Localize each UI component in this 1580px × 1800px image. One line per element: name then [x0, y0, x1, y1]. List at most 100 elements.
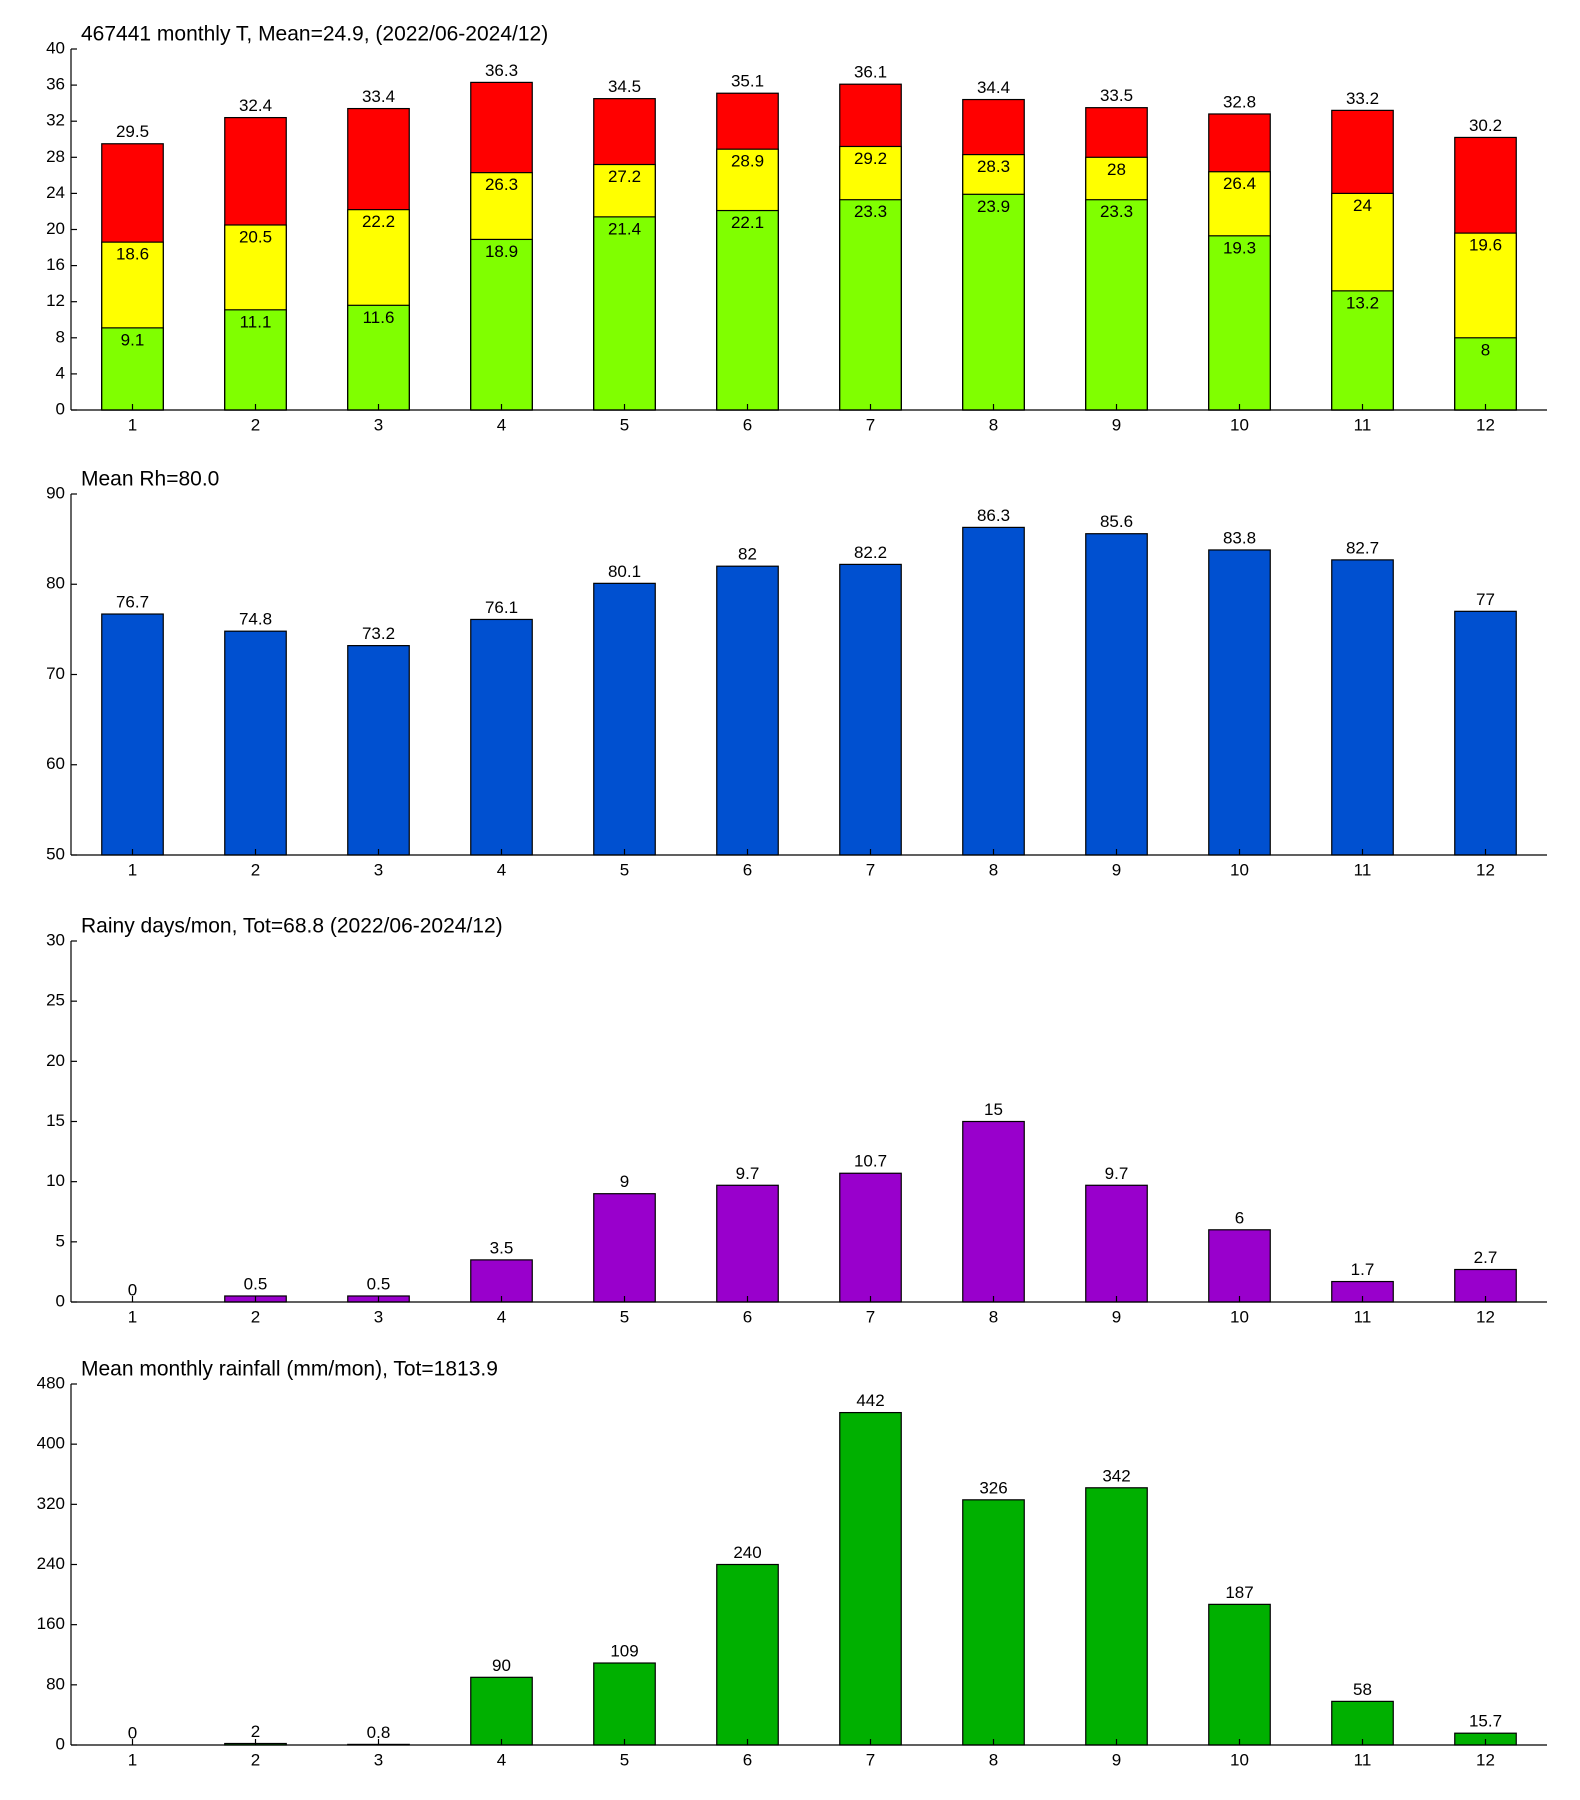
value-label: 28 — [1107, 160, 1126, 179]
bar — [224, 309, 287, 411]
x-tick-label: 2 — [251, 1750, 260, 1769]
y-tick-label: 20 — [46, 219, 65, 238]
bar — [224, 630, 287, 856]
value-label: 22.2 — [362, 212, 395, 231]
value-label: 9 — [620, 1172, 629, 1191]
y-tick-label: 0 — [56, 1734, 65, 1753]
chart-title: 467441 monthly T, Mean=24.9, (2022/06-20… — [81, 23, 548, 46]
value-label: 19.6 — [1469, 236, 1502, 255]
value-label: 82 — [738, 545, 757, 564]
x-tick-label: 8 — [989, 1307, 998, 1326]
y-tick-label: 160 — [37, 1614, 65, 1633]
value-label: 58 — [1353, 1680, 1372, 1699]
y-tick-label: 320 — [37, 1494, 65, 1513]
x-tick-label: 12 — [1476, 415, 1495, 434]
bar — [593, 216, 656, 411]
value-label: 76.1 — [485, 598, 518, 617]
value-label: 74.8 — [239, 610, 272, 629]
value-label: 83.8 — [1223, 528, 1256, 547]
x-tick-label: 3 — [374, 860, 383, 879]
bar — [1085, 199, 1148, 411]
value-label: 36.1 — [854, 63, 887, 82]
y-tick-label: 50 — [46, 844, 65, 863]
value-label: 23.9 — [977, 197, 1010, 216]
value-label: 13.2 — [1346, 293, 1379, 312]
chart-title: Rainy days/mon, Tot=68.8 (2022/06-2024/1… — [81, 915, 503, 938]
x-tick-label: 10 — [1230, 1307, 1249, 1326]
value-label: 33.4 — [362, 87, 395, 106]
value-label: 86.3 — [977, 506, 1010, 525]
value-label: 9.1 — [121, 330, 145, 349]
value-label: 26.4 — [1223, 174, 1256, 193]
x-tick-label: 3 — [374, 1750, 383, 1769]
y-tick-label: 80 — [46, 574, 65, 593]
chart-title: Mean monthly rainfall (mm/mon), Tot=1813… — [81, 1358, 498, 1381]
x-tick-label: 5 — [620, 1750, 629, 1769]
y-tick-label: 70 — [46, 664, 65, 683]
bar — [1454, 610, 1517, 856]
bar — [347, 304, 410, 411]
bar — [1331, 1700, 1394, 1746]
x-tick-label: 12 — [1476, 860, 1495, 879]
x-tick-label: 12 — [1476, 1307, 1495, 1326]
value-label: 442 — [856, 1391, 884, 1410]
x-tick-label: 10 — [1230, 1750, 1249, 1769]
y-tick-label: 480 — [37, 1373, 65, 1392]
value-label: 19.3 — [1223, 238, 1256, 257]
bar — [1331, 290, 1394, 411]
bar — [1331, 559, 1394, 856]
value-label: 26.3 — [485, 175, 518, 194]
value-label: 36.3 — [485, 61, 518, 80]
chart-title: Mean Rh=80.0 — [81, 468, 219, 491]
bar — [1208, 549, 1271, 856]
x-tick-label: 6 — [743, 415, 752, 434]
y-tick-label: 5 — [56, 1231, 65, 1250]
x-tick-label: 2 — [251, 860, 260, 879]
x-tick-label: 12 — [1476, 1750, 1495, 1769]
bar — [101, 613, 164, 856]
value-label: 240 — [733, 1543, 761, 1562]
x-tick-label: 1 — [128, 860, 137, 879]
value-label: 20.5 — [239, 227, 272, 246]
bar — [470, 618, 533, 856]
y-tick-label: 60 — [46, 754, 65, 773]
y-tick-label: 90 — [46, 483, 65, 502]
y-tick-label: 40 — [46, 38, 65, 57]
x-tick-label: 7 — [866, 1750, 875, 1769]
x-tick-label: 3 — [374, 1307, 383, 1326]
x-tick-label: 1 — [128, 1307, 137, 1326]
value-label: 85.6 — [1100, 512, 1133, 531]
x-tick-label: 1 — [128, 415, 137, 434]
bar — [962, 1499, 1025, 1746]
bar — [839, 1172, 902, 1303]
value-label: 82.2 — [854, 543, 887, 562]
value-label: 30.2 — [1469, 116, 1502, 135]
bar — [839, 199, 902, 411]
value-label: 34.4 — [977, 78, 1010, 97]
bar — [839, 563, 902, 856]
value-label: 109 — [610, 1642, 638, 1661]
value-label: 9.7 — [1105, 1164, 1129, 1183]
x-tick-label: 2 — [251, 1307, 260, 1326]
x-tick-label: 10 — [1230, 415, 1249, 434]
x-tick-label: 7 — [866, 1307, 875, 1326]
bar — [101, 327, 164, 411]
value-label: 77 — [1476, 590, 1495, 609]
bar — [347, 645, 410, 856]
value-label: 32.4 — [239, 96, 272, 115]
bar — [1208, 235, 1271, 411]
x-tick-label: 8 — [989, 860, 998, 879]
bar — [716, 1563, 779, 1746]
value-label: 29.2 — [854, 149, 887, 168]
bar — [470, 1676, 533, 1746]
value-label: 342 — [1102, 1466, 1130, 1485]
y-tick-label: 12 — [46, 291, 65, 310]
x-tick-label: 7 — [866, 860, 875, 879]
value-label: 90 — [492, 1656, 511, 1675]
y-tick-label: 0 — [56, 1291, 65, 1310]
x-tick-label: 11 — [1354, 1307, 1372, 1326]
x-tick-label: 9 — [1112, 415, 1121, 434]
x-tick-label: 4 — [497, 1307, 506, 1326]
x-tick-label: 8 — [989, 1750, 998, 1769]
